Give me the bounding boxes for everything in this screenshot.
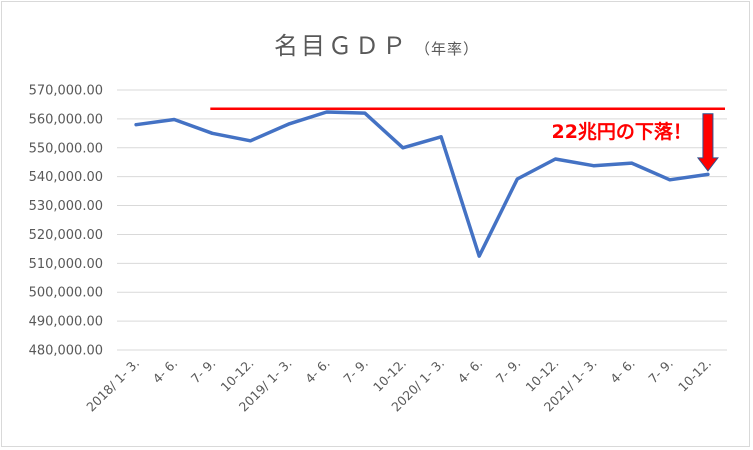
data-point bbox=[477, 254, 481, 258]
x-tick-label: 10-12. bbox=[675, 356, 714, 395]
data-point bbox=[592, 164, 596, 168]
x-tick-label: 4- 6. bbox=[607, 356, 638, 387]
data-point bbox=[630, 161, 634, 165]
y-axis-tick-labels: 480,000.00 490,000.00 500,000.00 510,000.00… bbox=[29, 84, 103, 359]
gridlines bbox=[117, 89, 727, 351]
data-point bbox=[172, 117, 176, 121]
chart-title: 名目ＧＤＰ bbox=[273, 32, 409, 60]
x-tick-label: 7- 9. bbox=[645, 356, 676, 387]
data-point bbox=[668, 178, 672, 182]
annotation-group: 22兆円の下落！ bbox=[210, 107, 725, 172]
data-point bbox=[287, 122, 291, 126]
x-tick-label: 2018/ 1- 3. bbox=[83, 356, 142, 415]
series-group bbox=[134, 110, 710, 258]
data-point bbox=[363, 111, 367, 115]
y-tick-label: 560,000.00 bbox=[29, 112, 103, 127]
y-tick-label: 570,000.00 bbox=[29, 84, 103, 99]
y-tick-label: 540,000.00 bbox=[29, 170, 103, 185]
y-tick-label: 490,000.00 bbox=[29, 315, 103, 330]
y-tick-label: 510,000.00 bbox=[29, 257, 103, 272]
y-tick-label: 530,000.00 bbox=[29, 199, 103, 214]
x-tick-label: 7- 9. bbox=[188, 356, 219, 387]
x-tick-label: 4- 6. bbox=[302, 356, 333, 387]
data-point bbox=[515, 177, 519, 181]
annotation-text: 22兆円の下落！ bbox=[551, 120, 691, 143]
x-axis-tick-labels: 2018/ 1- 3. 4- 6. 7- 9. 10-12.2019/ 1- 3. 4-… bbox=[83, 356, 714, 415]
down-arrow-icon bbox=[696, 113, 719, 172]
data-point bbox=[439, 135, 443, 139]
data-point bbox=[210, 131, 214, 135]
series-line bbox=[134, 110, 710, 258]
y-tick-label: 550,000.00 bbox=[29, 141, 103, 156]
chart-title-group: 名目ＧＤＰ （年率） bbox=[0, 26, 753, 61]
chart-subtitle: （年率） bbox=[414, 40, 479, 58]
data-point bbox=[134, 123, 138, 127]
x-tick-label: 7- 9. bbox=[493, 356, 524, 387]
y-tick-label: 480,000.00 bbox=[29, 344, 103, 359]
y-tick-label: 520,000.00 bbox=[29, 228, 103, 243]
data-point bbox=[706, 172, 710, 176]
x-tick-label: 4- 6. bbox=[150, 356, 181, 387]
x-tick-label: 7- 9. bbox=[340, 356, 371, 387]
data-point bbox=[553, 157, 557, 161]
data-point bbox=[248, 139, 252, 143]
data-point bbox=[325, 110, 329, 114]
x-tick-label: 4- 6. bbox=[455, 356, 486, 387]
y-tick-label: 500,000.00 bbox=[29, 286, 103, 301]
data-point bbox=[401, 146, 405, 150]
